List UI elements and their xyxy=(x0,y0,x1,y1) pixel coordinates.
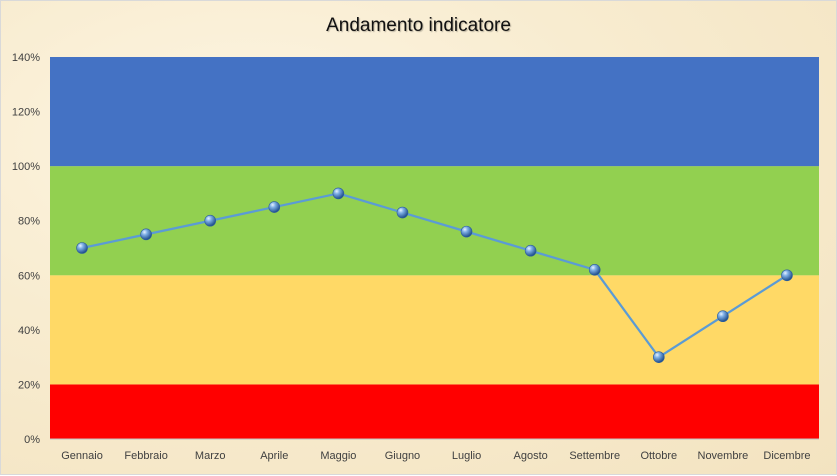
y-tick-label: 60% xyxy=(18,270,40,282)
series-line xyxy=(81,192,788,359)
y-tick-label: 80% xyxy=(18,216,40,228)
y-tick-label: 100% xyxy=(12,161,40,173)
y-tick-label: 20% xyxy=(18,379,40,391)
data-point xyxy=(524,244,537,257)
data-point xyxy=(396,206,409,219)
x-tick-label: Aprile xyxy=(260,450,288,462)
x-tick-label: Novembre xyxy=(698,450,749,462)
band-2 xyxy=(50,166,819,276)
x-tick-label: Gennaio xyxy=(61,450,103,462)
data-point xyxy=(717,310,729,323)
data-point xyxy=(268,201,281,213)
axis-layer: 0% 20% 40% 60% 80% 100% 120% 140% Gennaio Febbrai… xyxy=(12,52,819,462)
data-point xyxy=(76,242,88,254)
line-layer xyxy=(81,192,788,359)
y-tick-label: 0% xyxy=(24,434,40,446)
x-tick-label: Luglio xyxy=(452,450,481,462)
x-tick-label: Agosto xyxy=(514,450,548,462)
data-point xyxy=(588,264,601,276)
data-point xyxy=(652,351,665,363)
points-layer xyxy=(76,187,793,363)
data-point xyxy=(460,225,473,238)
x-tick-label: Dicembre xyxy=(763,450,810,462)
x-tick-label: Giugno xyxy=(385,450,420,462)
data-point xyxy=(781,269,793,282)
y-tick-label: 120% xyxy=(12,107,40,119)
y-tick-label: 140% xyxy=(12,52,40,64)
bands-layer xyxy=(50,57,819,439)
data-point xyxy=(332,187,345,200)
x-tick-label: Febbraio xyxy=(124,450,167,462)
chart-title: Andamento indicatore xyxy=(326,15,511,36)
band-3 xyxy=(50,57,819,167)
x-tick-label: Marzo xyxy=(195,450,226,462)
y-tick-label: 40% xyxy=(18,325,40,337)
x-tick-label: Maggio xyxy=(320,450,356,462)
x-tick-label: Settembre xyxy=(569,450,620,462)
band-0 xyxy=(50,384,819,439)
data-point xyxy=(140,228,152,241)
data-point xyxy=(204,214,217,227)
x-tick-label: Ottobre xyxy=(640,450,677,462)
band-1 xyxy=(50,275,819,385)
